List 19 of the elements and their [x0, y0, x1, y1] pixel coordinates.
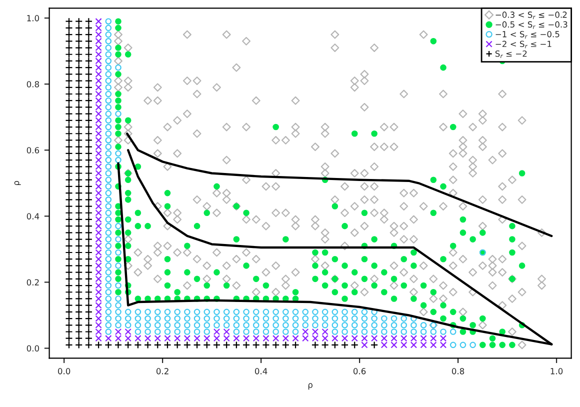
x-tick-label: 0.2: [156, 368, 168, 374]
x-tick-label: 0.8: [452, 368, 464, 374]
y-tick-label: 0.2: [26, 279, 39, 286]
y-tick-label: 0.6: [26, 147, 40, 154]
y-tick-label: 0.4: [26, 213, 40, 220]
y-tick-label: 0.0: [26, 345, 40, 352]
legend-label: −0.5 < S$_{r}$ ≤ −0.3: [496, 21, 568, 29]
legend-label: S$_{r}$ ≤ −2: [495, 50, 527, 58]
x-tick-label: 0.6: [353, 368, 366, 374]
legend-label: −0.3 < S$_{r}$ ≤ −0.2: [496, 12, 567, 20]
y-tick-label: 0.8: [26, 81, 40, 88]
x-tick-label: 0.4: [254, 368, 268, 374]
x-tick-label: 1.0: [550, 368, 563, 374]
legend-label: −1 < S$_{r}$ ≤ −0.5: [496, 31, 560, 39]
x-tick-label: 0.0: [58, 368, 70, 374]
x-axis-title: ρ: [308, 383, 312, 390]
legend-label: −2 < S$_{r}$ ≤ −1: [496, 40, 552, 48]
y-tick-label: 1.0: [27, 15, 40, 22]
y-axis-title: ρ: [14, 180, 21, 186]
